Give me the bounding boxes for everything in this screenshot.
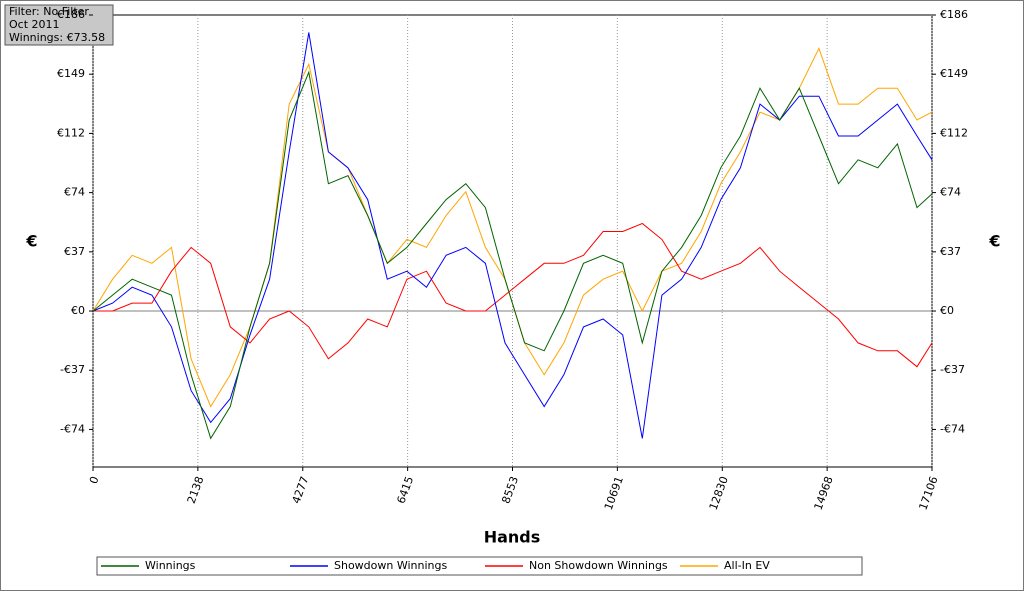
y-tick-label: €112 (57, 126, 85, 139)
y-tick-label: €37 (64, 245, 85, 258)
series-line (92, 32, 933, 439)
y2-axis-title: € (988, 232, 1000, 251)
series-line (93, 222, 933, 368)
legend (96, 556, 863, 576)
y2-tick-label: -€74 (940, 422, 965, 435)
x-axis-title: Hands (484, 528, 541, 547)
x-tick-label: 0 (87, 475, 102, 486)
y-tick-label: €74 (64, 186, 85, 199)
y-tick-label: -€74 (60, 422, 85, 435)
y-tick-label: -€37 (60, 363, 85, 376)
y-tick-label: €186 (57, 8, 85, 21)
y2-tick-label: €112 (940, 126, 968, 139)
info-line: Winnings: €73.58 (9, 31, 105, 44)
y2-tick-label: €37 (940, 245, 961, 258)
series-line (92, 70, 933, 440)
info-line: Filter: No Filter (9, 5, 89, 18)
legend-label: All-In EV (724, 559, 770, 572)
info-box (4, 4, 114, 46)
y2-tick-label: €74 (940, 186, 961, 199)
y2-tick-label: -€37 (940, 363, 965, 376)
plot (92, 15, 933, 467)
info-line: Oct 2011 (9, 18, 60, 31)
y-tick-label: €149 (57, 67, 85, 80)
legend-label: Non Showdown Winnings (529, 559, 668, 572)
legend-label: Winnings (145, 559, 196, 572)
y-tick-label: €0 (71, 304, 85, 317)
y-axis-title: € (25, 232, 37, 251)
y2-tick-label: €0 (940, 304, 954, 317)
legend-label: Showdown Winnings (334, 559, 448, 572)
y2-tick-label: €186 (940, 8, 968, 21)
y2-tick-label: €149 (940, 67, 968, 80)
